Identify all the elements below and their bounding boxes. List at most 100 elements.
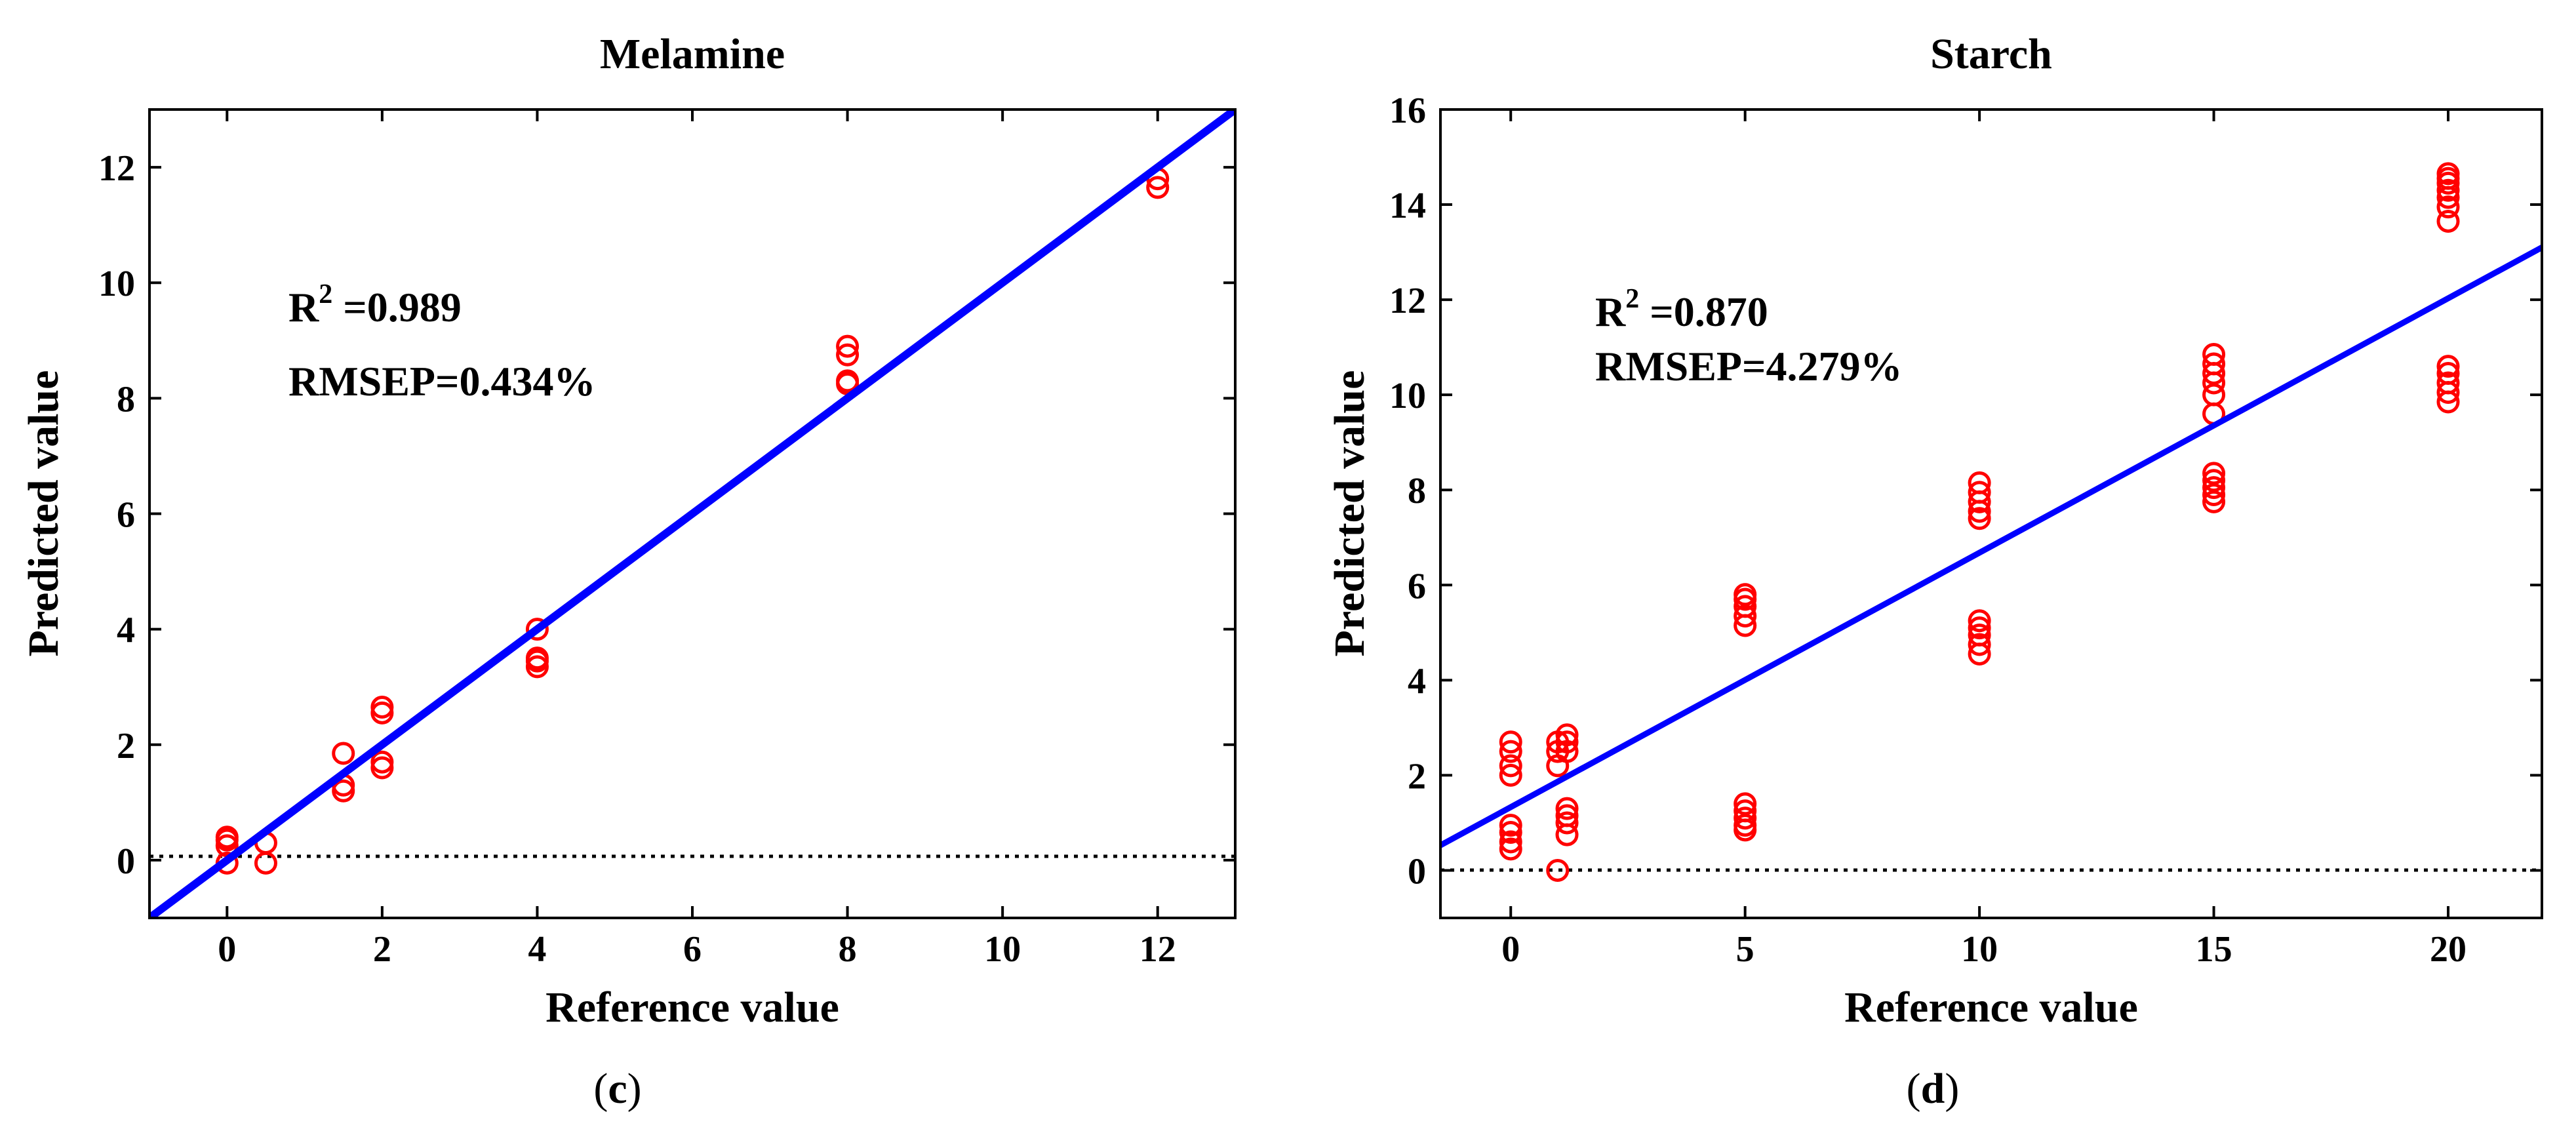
starch-title: Starch <box>1930 30 2052 78</box>
starch-data-point <box>2436 362 2460 386</box>
melamine-x-tick-label: 6 <box>683 929 702 970</box>
melamine-x-tick-label: 4 <box>528 929 546 970</box>
starch-data-point <box>1499 837 1522 861</box>
melamine-r2-value: =0.989 <box>332 284 461 330</box>
starch-data-point <box>1499 730 1522 754</box>
melamine-panel: Melamine 0 2 4 6 8 10 12 0 2 4 6 8 10 12 R2 =0.989 R… <box>20 30 1237 1113</box>
starch-r2-superscript: 2 <box>1625 284 1639 314</box>
melamine-r2-prefix: R <box>288 284 319 330</box>
starch-x-tick-label: 10 <box>1961 929 1998 970</box>
starch-data-point <box>1499 740 1522 763</box>
melamine-y-tick-label: 10 <box>98 264 135 304</box>
starch-y-tick-label: 6 <box>1408 566 1426 606</box>
starch-x-tick-label: 5 <box>1736 929 1754 970</box>
starch-r2-value: =0.870 <box>1639 288 1768 335</box>
melamine-y-tick-label: 2 <box>117 726 135 766</box>
starch-y-tick-label: 2 <box>1408 756 1426 797</box>
starch-data-point <box>2202 483 2226 506</box>
melamine-y-tick-label: 8 <box>117 379 135 420</box>
melamine-data-point <box>215 825 239 849</box>
melamine-fit-line <box>149 109 1235 918</box>
melamine-data-point <box>836 334 860 358</box>
starch-data-point <box>1968 633 1991 656</box>
starch-data-point <box>1968 507 1991 530</box>
starch-y-tick-label: 8 <box>1408 471 1426 511</box>
starch-data-point <box>1555 730 1579 754</box>
starch-y-tick-label: 14 <box>1389 186 1426 226</box>
starch-fit-line <box>1440 245 2542 848</box>
starch-data-point <box>1968 471 1991 494</box>
melamine-title: Melamine <box>600 30 785 78</box>
melamine-data-point <box>525 618 549 641</box>
melamine-data-point <box>370 696 394 719</box>
melamine-data-point <box>254 851 277 875</box>
starch-y-tick-label: 0 <box>1408 851 1426 892</box>
melamine-x-tick-label: 10 <box>984 929 1021 970</box>
starch-y-tick-label: 10 <box>1389 376 1426 416</box>
starch-data-point <box>1734 806 1757 830</box>
starch-data-point <box>1499 830 1522 854</box>
melamine-x-tick-label: 8 <box>839 929 857 970</box>
starch-data-point <box>2436 371 2460 395</box>
melamine-x-tick-label: 0 <box>218 929 236 970</box>
starch-data-point <box>2202 476 2226 500</box>
starch-data-point <box>1555 740 1579 763</box>
starch-x-tick-label: 15 <box>2196 929 2232 970</box>
starch-data-point <box>1555 723 1579 747</box>
starch-data-point <box>1734 792 1757 816</box>
starch-r2-prefix: R <box>1595 288 1626 335</box>
starch-rmsep-annotation: RMSEP=4.279% <box>1595 343 1902 389</box>
melamine-y-axis-label: Predicted value <box>20 370 68 657</box>
starch-data-point <box>1968 616 1991 640</box>
starch-data-point <box>1555 797 1579 820</box>
starch-data-point <box>2436 178 2460 202</box>
melamine-y-tick-label: 0 <box>117 841 135 882</box>
melamine-data-point <box>1146 176 1170 199</box>
panel-label-c: (c) <box>593 1065 641 1113</box>
starch-data-point <box>2436 162 2460 186</box>
starch-data-point <box>1734 604 1757 627</box>
starch-y-ticks: 0 2 4 6 8 10 12 14 16 <box>1389 90 2542 892</box>
starch-data-point <box>1499 754 1522 778</box>
starch-data-point <box>1499 814 1522 837</box>
starch-data-point <box>1734 583 1757 606</box>
starch-data-point <box>1968 481 1991 504</box>
melamine-x-tick-label: 2 <box>373 929 391 970</box>
melamine-y-tick-label: 6 <box>117 495 135 536</box>
starch-data-point <box>2202 462 2226 485</box>
starch-data-point <box>1968 609 1991 633</box>
melamine-x-tick-label: 12 <box>1139 929 1176 970</box>
starch-data-point <box>1734 799 1757 823</box>
melamine-y-ticks: 0 2 4 6 8 10 12 <box>98 148 1235 882</box>
melamine-rmsep-annotation: RMSEP=0.434% <box>288 358 595 405</box>
starch-y-axis-label: Predicted value <box>1326 370 1374 657</box>
starch-data-point <box>1734 814 1757 837</box>
starch-data-point <box>2202 469 2226 492</box>
melamine-r2-annotation: R2 =0.989 <box>288 279 462 330</box>
panel-label-d: (d) <box>1907 1065 1960 1113</box>
melamine-y-tick-label: 4 <box>117 610 135 651</box>
starch-data-point <box>1499 820 1522 844</box>
starch-x-tick-label: 20 <box>2430 929 2467 970</box>
starch-x-ticks: 0 5 10 15 20 <box>1501 109 2467 970</box>
melamine-data-point <box>525 646 549 670</box>
starch-points <box>1499 162 2460 882</box>
melamine-x-ticks: 0 2 4 6 8 10 12 <box>218 109 1176 970</box>
starch-y-tick-label: 16 <box>1389 90 1426 131</box>
melamine-points <box>215 167 1170 875</box>
starch-data-point <box>2202 352 2226 376</box>
melamine-data-point <box>332 742 355 765</box>
starch-data-point <box>1499 763 1522 787</box>
starch-data-point <box>2436 355 2460 378</box>
starch-data-point <box>1968 623 1991 646</box>
melamine-data-point <box>370 750 394 774</box>
melamine-y-tick-label: 12 <box>98 148 135 189</box>
melamine-x-axis-label: Reference value <box>545 984 839 1031</box>
melamine-data-point <box>836 343 860 367</box>
starch-data-point <box>2202 490 2226 513</box>
starch-data-point <box>2202 383 2226 407</box>
starch-data-point <box>1555 804 1579 827</box>
starch-plot-frame <box>1439 108 2543 919</box>
